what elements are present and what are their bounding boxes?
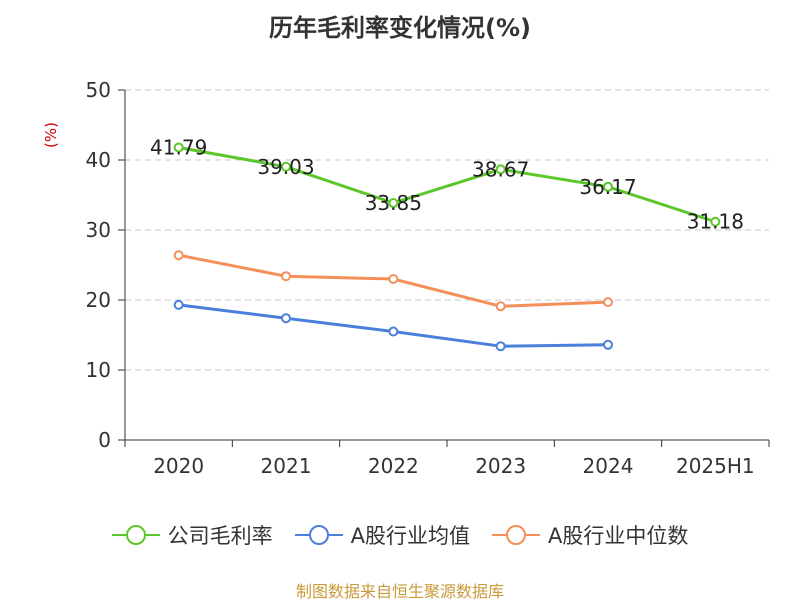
data-point-industry-mean-3 xyxy=(495,341,506,352)
legend-swatch-marker-2 xyxy=(506,525,526,545)
data-point-industry-median-2 xyxy=(388,274,399,284)
data-point-company-1 xyxy=(281,161,291,172)
x-tick-label-2: 2022 xyxy=(368,454,419,478)
legend-swatch-company xyxy=(111,525,160,545)
legend-swatch-industry-median xyxy=(492,525,540,545)
x-tick-label-0: 2020 xyxy=(153,454,204,478)
data-point-company-5 xyxy=(710,216,721,227)
x-tick-label-4: 2024 xyxy=(583,454,634,478)
data-label-company-0: 41.79 xyxy=(150,135,207,159)
x-tick-label-5: 2025H1 xyxy=(676,454,755,478)
data-point-company-3 xyxy=(495,164,506,175)
y-tick-label-0: 0 xyxy=(98,428,111,452)
legend-swatch-industry-mean xyxy=(294,525,343,545)
legend: 公司毛利率 A股行业均值 A股行业中位数 xyxy=(0,520,800,550)
y-tick-label-5: 50 xyxy=(86,78,111,102)
data-label-company-4: 36.17 xyxy=(579,175,636,199)
y-tick-label-4: 40 xyxy=(86,148,111,172)
data-point-company-0 xyxy=(173,142,184,153)
data-point-industry-mean-0 xyxy=(173,299,184,310)
x-tick-label-3: 2023 xyxy=(475,454,526,478)
data-point-industry-mean-4 xyxy=(603,339,613,350)
data-point-company-2 xyxy=(388,198,399,209)
data-point-industry-median-0 xyxy=(173,250,184,261)
line-chart: 0 10 20 30 40 50 2020 2021 2022 2023 2024 2025H1 41.… xyxy=(86,78,770,478)
data-label-company-1: 39.03 xyxy=(257,155,314,179)
data-point-industry-median-4 xyxy=(603,297,613,308)
data-label-company-3: 38.67 xyxy=(472,157,529,181)
legend-label-industry-mean: A股行业均值 xyxy=(350,524,470,548)
series-line-industry-mean xyxy=(178,303,609,348)
data-label-company-5: 31.18 xyxy=(687,210,744,234)
series-line-company xyxy=(178,145,716,224)
legend-label-company: 公司毛利率 xyxy=(167,524,273,548)
data-point-company-4 xyxy=(603,181,613,192)
legend-item-company[interactable]: 公司毛利率 xyxy=(111,520,273,550)
legend-item-industry-median[interactable]: A股行业中位数 xyxy=(492,520,688,550)
legend-item-industry-mean[interactable]: A股行业均值 xyxy=(294,520,470,550)
y-tick-label-2: 20 xyxy=(86,288,111,312)
data-point-industry-mean-1 xyxy=(281,313,291,324)
source-note: 制图数据来自恒生聚源数据库 xyxy=(295,582,504,601)
y-tick-label-1: 10 xyxy=(86,358,111,382)
data-label-company-2: 33.85 xyxy=(365,191,422,215)
legend-swatch-marker-1 xyxy=(308,525,329,545)
y-tick-label-3: 30 xyxy=(86,218,111,242)
data-point-industry-median-3 xyxy=(495,301,506,312)
legend-label-industry-median: A股行业中位数 xyxy=(548,524,689,548)
data-point-industry-median-1 xyxy=(281,271,291,282)
legend-swatch-marker-0 xyxy=(125,525,146,545)
data-point-industry-mean-2 xyxy=(388,326,399,337)
x-tick-label-1: 2021 xyxy=(261,454,312,478)
chart-title: 历年毛利率变化情况(%) xyxy=(269,14,531,42)
